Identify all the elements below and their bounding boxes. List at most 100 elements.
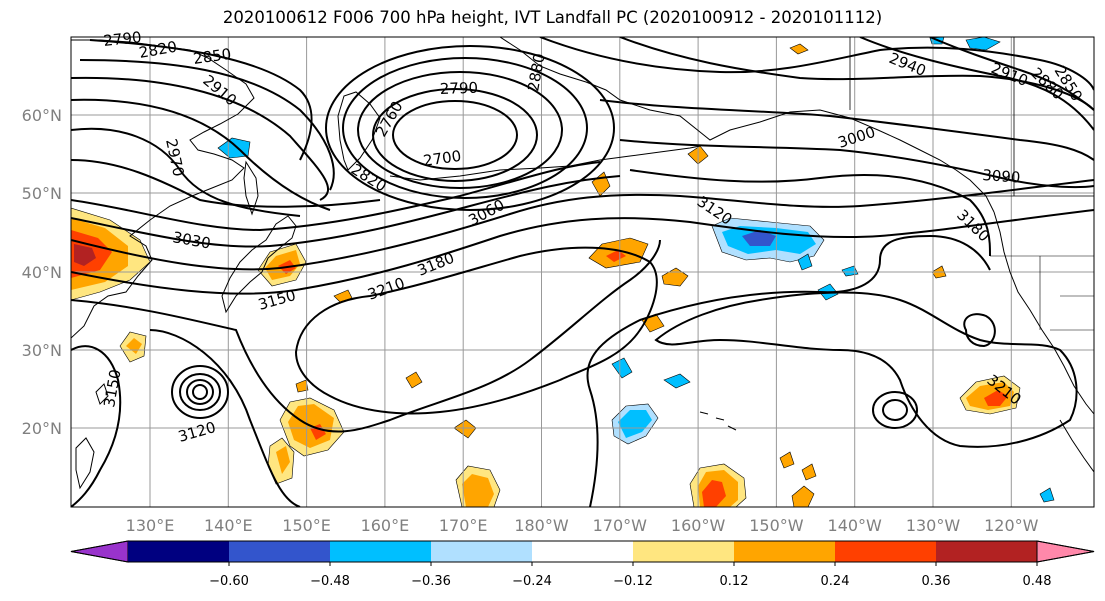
colorbar-tick-label: −0.36 <box>411 574 451 589</box>
height-contour <box>859 37 1094 131</box>
ivt-positive-region <box>276 446 290 474</box>
low-center-contour <box>179 373 221 411</box>
lat-label: 30°N <box>22 341 62 360</box>
lat-label: 40°N <box>22 263 62 282</box>
philippines-coastline <box>75 437 95 490</box>
colorbar-tick-label: −0.48 <box>310 574 350 589</box>
height-contour <box>963 313 996 348</box>
lon-label: 120°W <box>984 516 1039 535</box>
contour-label: 2790 <box>103 28 143 50</box>
height-contour <box>539 37 1094 91</box>
colorbar: −0.60 −0.48 −0.36 −0.24 −0.12 0.12 0.24 0.36 0.4… <box>70 540 1095 589</box>
kamchatka-coastline <box>337 91 381 171</box>
height-contour <box>149 329 301 507</box>
colorbar-segment <box>128 541 230 562</box>
ivt-negative-region <box>1039 487 1055 503</box>
colorbar-segment <box>431 541 533 562</box>
latitude-labels: 20°N 30°N 40°N 50°N 60°N <box>22 106 62 438</box>
us-state-borders <box>990 255 1094 331</box>
colorbar-tick-label: −0.12 <box>613 574 653 589</box>
map-frame <box>70 36 1095 508</box>
height-contour <box>71 127 301 217</box>
height-contour <box>71 345 122 507</box>
height-contour <box>71 161 601 232</box>
lon-label: 170°W <box>593 516 648 535</box>
colorbar-tick-label: −0.60 <box>209 574 249 589</box>
asia-coastline <box>71 39 255 339</box>
lon-label: 150°W <box>749 516 804 535</box>
height-contour <box>71 159 381 208</box>
height-contour <box>654 291 1078 448</box>
colorbar-tick-label: 0.48 <box>1023 574 1052 589</box>
ivt-positive-region <box>74 244 96 266</box>
colorbar-segment <box>633 541 735 562</box>
high-center-contour <box>882 399 908 421</box>
lon-label: 170°E <box>439 516 488 535</box>
low-center-contour <box>325 45 615 211</box>
colorbar-tick-label: 0.24 <box>821 574 850 589</box>
colorbar-extend-low <box>70 540 129 563</box>
ivt-positive-region <box>405 371 423 389</box>
low-center-contour <box>171 365 229 419</box>
lat-label: 50°N <box>22 184 62 203</box>
ivt-negative-region <box>742 230 776 246</box>
alaska-coastline <box>499 37 995 213</box>
height-contour <box>71 209 1094 295</box>
height-contour <box>79 59 335 191</box>
height-contour <box>71 76 330 201</box>
ivt-positive-region <box>789 43 809 55</box>
ivt-positive-region <box>702 480 726 507</box>
lon-label: 140°E <box>204 516 253 535</box>
sakhalin-coastline <box>243 160 259 216</box>
height-contours <box>71 37 1094 507</box>
ivt-negative-region <box>797 253 813 271</box>
height-contour <box>71 98 331 211</box>
lon-label: 180°W <box>514 516 569 535</box>
low-center-contour <box>392 100 518 170</box>
low-center-contour <box>192 384 208 400</box>
contour-label: 3090 <box>982 166 1021 187</box>
high-center-contour <box>872 391 918 429</box>
ivt-positive-region <box>779 451 795 469</box>
colorbar-outline <box>70 540 1095 563</box>
ivt-shading <box>71 37 1055 507</box>
contour-label: 2850 <box>192 45 232 68</box>
lon-label: 160°E <box>361 516 410 535</box>
height-contour <box>929 37 1094 111</box>
height-contour <box>71 175 621 248</box>
ivt-negative-region <box>618 410 652 438</box>
colorbar-segment <box>936 541 1038 562</box>
colorbar-segment <box>835 541 937 562</box>
low-center-contour <box>342 57 588 199</box>
ivt-positive-region <box>801 463 817 481</box>
ivt-positive-region <box>984 390 1008 406</box>
lon-label: 140°W <box>828 516 883 535</box>
lon-label: 130°W <box>906 516 961 535</box>
height-contour <box>619 139 1094 189</box>
height-contour <box>294 246 658 415</box>
ivt-positive-region <box>295 379 309 393</box>
colorbar-tick-label: 0.12 <box>720 574 749 589</box>
low-center-contour <box>357 71 563 189</box>
height-contour <box>599 99 1094 161</box>
longitude-labels: 130°E 140°E 150°E 160°E 170°E 180°W 170°W 160°W… <box>126 516 1039 535</box>
lat-label: 20°N <box>22 419 62 438</box>
canada-border <box>849 37 1094 197</box>
height-contour <box>71 179 1094 271</box>
lat-label: 60°N <box>22 106 62 125</box>
colorbar-tick-label: −0.24 <box>512 574 552 589</box>
lon-label: 150°E <box>282 516 331 535</box>
height-contour <box>586 234 991 507</box>
height-contour <box>619 37 1094 111</box>
ivt-negative-region <box>663 373 691 389</box>
colorbar-segment <box>532 541 634 562</box>
contour-label: 2790 <box>440 79 479 98</box>
colorbar-extend-high <box>1036 540 1095 563</box>
colorbar-tick-label: 0.36 <box>922 574 951 589</box>
low-center-contour <box>186 379 214 405</box>
ivt-negative-region <box>841 265 859 277</box>
colorbar-segment <box>734 541 836 562</box>
ivt-positive-region <box>606 250 626 262</box>
